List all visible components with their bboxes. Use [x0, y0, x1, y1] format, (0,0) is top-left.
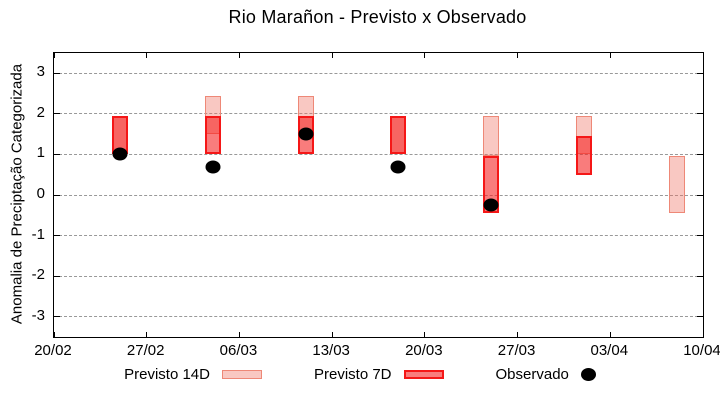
y-tick-left [54, 72, 60, 74]
legend: Previsto 14D Previsto 7D Observado [0, 366, 720, 383]
gridline [54, 316, 703, 318]
y-tick-right [697, 316, 703, 318]
range-bar-previsto-14d [483, 115, 500, 157]
observado-legend-dot-icon [580, 368, 596, 381]
y-tick-left [54, 153, 60, 155]
y-tick-left [54, 113, 60, 115]
y-tick-left [54, 194, 60, 196]
legend-label-previsto-14d: Previsto 14D [124, 366, 210, 383]
gridline [54, 235, 703, 237]
x-tick-top [702, 53, 704, 58]
x-tick-bottom [146, 332, 148, 337]
x-tick-bottom [53, 332, 55, 337]
x-tick-top [238, 53, 240, 58]
gridline [54, 153, 703, 155]
x-tick-label: 10/04 [683, 342, 720, 359]
x-tick-bottom [424, 332, 426, 337]
y-tick-left [54, 275, 60, 277]
y-tick-label: -3 [31, 306, 45, 324]
y-tick-label: 3 [36, 63, 45, 81]
x-tick-top [609, 53, 611, 58]
x-tick-top [146, 53, 148, 58]
x-tick-bottom [238, 332, 240, 337]
x-tick-bottom [609, 332, 611, 337]
x-tick-label: 20/03 [405, 342, 443, 359]
y-tick-right [697, 275, 703, 277]
y-tick-right [697, 72, 703, 74]
x-tick-top [331, 53, 333, 58]
legend-item-previsto-14d: Previsto 14D [124, 366, 262, 383]
x-tick-top [517, 53, 519, 58]
x-tick-top [53, 53, 55, 58]
y-tick-right [697, 194, 703, 196]
observado-dot [112, 147, 128, 161]
observado-dot [298, 127, 314, 141]
y-tick-right [697, 235, 703, 237]
legend-label-observado: Observado [495, 366, 569, 383]
legend-label-previsto-7d: Previsto 7D [313, 366, 392, 383]
chart-title: Rio Marañon - Previsto x Observado [228, 7, 527, 27]
legend-item-observado: Observado [496, 366, 596, 383]
observado-dot [483, 198, 499, 212]
gridline [54, 72, 703, 74]
range-bar-previsto-14d [668, 156, 685, 214]
legend-item-previsto-7d: Previsto 7D [314, 366, 444, 383]
range-bar-previsto-7d [575, 136, 592, 175]
y-tick-left [54, 235, 60, 237]
y-tick-right [697, 153, 703, 155]
y-tick-label: 2 [36, 103, 45, 121]
observado-dot [205, 160, 221, 174]
legend-swatch-previsto-7d [403, 370, 444, 379]
x-tick-label: 06/03 [219, 342, 258, 359]
x-tick-label: 20/02 [34, 342, 72, 359]
y-tick-left [54, 316, 60, 318]
gridline [54, 275, 703, 277]
plot-area [53, 52, 704, 338]
x-tick-top [424, 53, 426, 58]
y-tick-label: -1 [31, 225, 45, 243]
y-tick-label: -2 [31, 266, 45, 284]
x-tick-label: 27/03 [497, 342, 536, 359]
legend-swatch-previsto-14d [221, 370, 262, 379]
x-tick-bottom [331, 332, 333, 337]
x-tick-bottom [702, 332, 704, 337]
gridline [54, 194, 703, 196]
y-tick-right [697, 113, 703, 115]
y-tick-label: 0 [36, 185, 45, 202]
range-bar-previsto-7d [204, 115, 221, 155]
x-tick-bottom [517, 332, 519, 337]
gridline [54, 113, 703, 115]
x-tick-label: 27/02 [126, 342, 165, 359]
x-tick-label: 03/04 [590, 342, 629, 359]
y-tick-label: 1 [36, 144, 45, 162]
observado-dot [390, 160, 406, 174]
range-bar-previsto-7d [390, 115, 407, 155]
x-tick-label: 13/03 [312, 342, 350, 359]
